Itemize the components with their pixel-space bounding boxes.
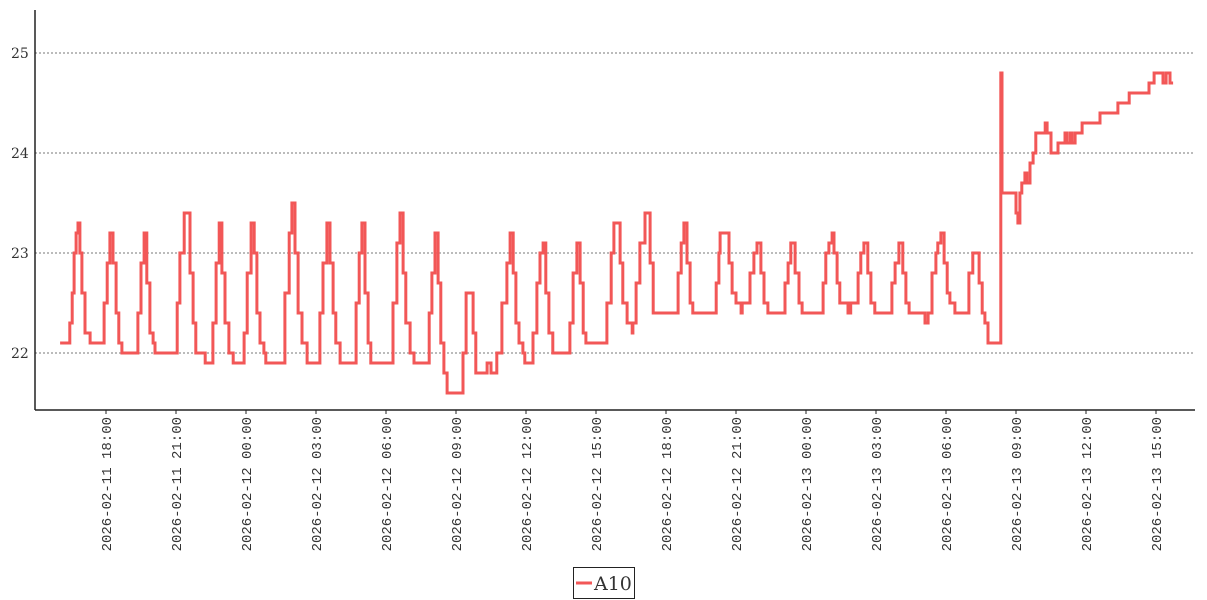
x-tick-label: 2026-02-13 03:00 xyxy=(870,417,886,551)
x-tick-label: 2026-02-12 03:00 xyxy=(310,417,326,551)
legend-label: A10 xyxy=(593,573,632,595)
y-tick-labels: 22 23 24 25 xyxy=(11,46,29,362)
x-tick-label: 2026-02-13 12:00 xyxy=(1080,417,1096,551)
y-tick-label: 25 xyxy=(11,46,29,62)
x-tick-label: 2026-02-12 18:00 xyxy=(660,417,676,551)
x-tick-label: 2026-02-11 18:00 xyxy=(100,417,116,551)
series-group xyxy=(60,71,1174,395)
x-tick-label: 2026-02-12 09:00 xyxy=(450,417,466,551)
y-tick-label: 22 xyxy=(11,346,29,362)
x-tick-label: 2026-02-12 12:00 xyxy=(520,417,536,551)
x-tick-label: 2026-02-12 00:00 xyxy=(240,417,256,551)
x-tick-label: 2026-02-13 06:00 xyxy=(940,417,956,551)
x-tick-label: 2026-02-11 21:00 xyxy=(170,417,186,551)
y-tick-label: 24 xyxy=(11,146,29,162)
y-tick-label: 23 xyxy=(11,246,29,262)
x-tick-labels: 2026-02-11 18:00 2026-02-11 21:00 2026-02-… xyxy=(100,410,1166,551)
legend[interactable]: A10 xyxy=(573,567,635,599)
x-tick-label: 2026-02-13 15:00 xyxy=(1150,417,1166,551)
x-tick-label: 2026-02-13 00:00 xyxy=(800,417,816,551)
x-tick-label: 2026-02-12 15:00 xyxy=(590,417,606,551)
x-tick-label: 2026-02-12 21:00 xyxy=(730,417,746,551)
x-tick-label: 2026-02-12 06:00 xyxy=(380,417,396,551)
series-line-A10 xyxy=(60,71,1174,395)
x-tick-label: 2026-02-13 09:00 xyxy=(1010,417,1026,551)
